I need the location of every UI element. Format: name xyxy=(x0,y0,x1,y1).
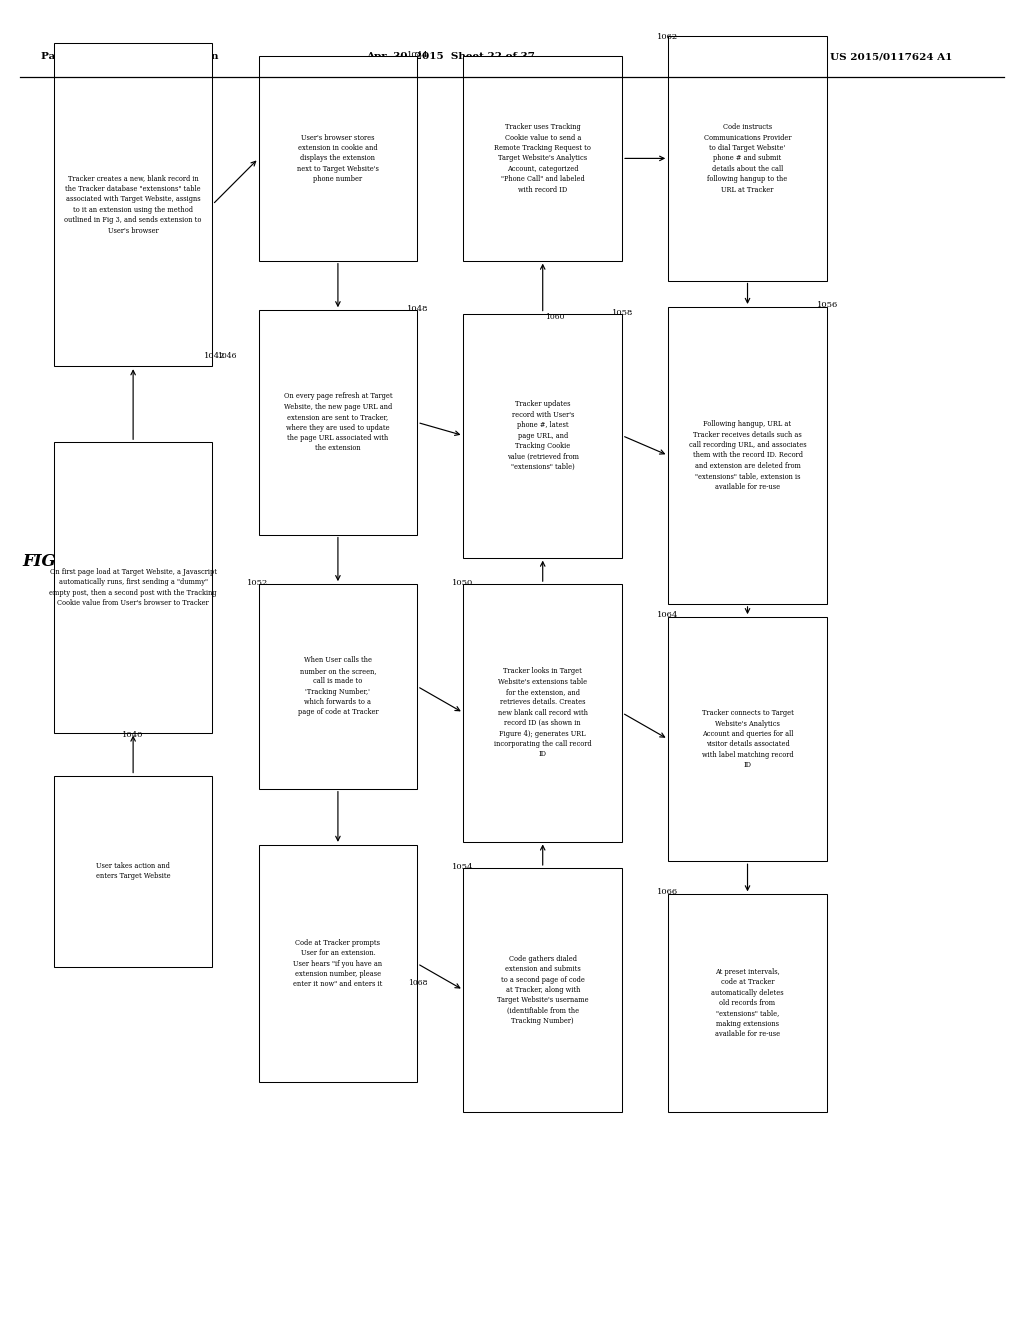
Text: 1042: 1042 xyxy=(205,352,225,360)
Text: At preset intervals,
code at Tracker
automatically deletes
old records from
"ext: At preset intervals, code at Tracker aut… xyxy=(712,968,783,1039)
Text: 1046: 1046 xyxy=(217,352,237,360)
FancyBboxPatch shape xyxy=(668,895,827,1111)
FancyBboxPatch shape xyxy=(463,869,623,1111)
Text: User's browser stores
extension in cookie and
displays the extension
next to Tar: User's browser stores extension in cooki… xyxy=(297,133,379,183)
Text: 1052: 1052 xyxy=(248,579,268,587)
FancyBboxPatch shape xyxy=(668,618,827,861)
Text: 1066: 1066 xyxy=(657,888,678,896)
Text: Patent Application Publication: Patent Application Publication xyxy=(41,53,218,61)
FancyBboxPatch shape xyxy=(258,845,418,1082)
Text: 1054: 1054 xyxy=(453,863,473,871)
Text: When User calls the
number on the screen,
call is made to
'Tracking Number,'
whi: When User calls the number on the screen… xyxy=(298,656,378,717)
Text: 1044: 1044 xyxy=(407,51,429,59)
FancyBboxPatch shape xyxy=(668,37,827,281)
FancyBboxPatch shape xyxy=(668,308,827,605)
Text: 1060: 1060 xyxy=(545,313,564,321)
Text: FIG. 22: FIG. 22 xyxy=(23,553,90,569)
Text: 1058: 1058 xyxy=(612,309,633,317)
Text: Apr. 30, 2015  Sheet 22 of 37: Apr. 30, 2015 Sheet 22 of 37 xyxy=(367,53,535,61)
Text: Tracker uses Tracking
Cookie value to send a
Remote Tracking Request to
Target W: Tracker uses Tracking Cookie value to se… xyxy=(495,123,591,194)
Text: Following hangup, URL at
Tracker receives details such as
call recording URL, an: Following hangup, URL at Tracker receive… xyxy=(689,420,806,491)
Text: Tracker creates a new, blank record in
the Tracker database "extensions" table
a: Tracker creates a new, blank record in t… xyxy=(65,174,202,235)
Text: 1064: 1064 xyxy=(657,611,678,619)
Text: Code gathers dialed
extension and submits
to a second page of code
at Tracker, a: Code gathers dialed extension and submit… xyxy=(497,954,589,1026)
Text: Code instructs
Communications Provider
to dial Target Website'
phone # and submi: Code instructs Communications Provider t… xyxy=(703,123,792,194)
FancyBboxPatch shape xyxy=(54,44,213,367)
Text: Tracker updates
record with User's
phone #, latest
page URL, and
Tracking Cookie: Tracker updates record with User's phone… xyxy=(507,400,579,471)
Text: 1040: 1040 xyxy=(123,731,143,739)
Text: 1062: 1062 xyxy=(657,33,678,41)
Text: 1068: 1068 xyxy=(408,979,428,987)
Text: Tracker looks in Target
Website's extensions table
for the extension, and
retrie: Tracker looks in Target Website's extens… xyxy=(494,667,592,759)
FancyBboxPatch shape xyxy=(258,583,418,789)
FancyBboxPatch shape xyxy=(463,55,623,261)
Text: US 2015/0117624 A1: US 2015/0117624 A1 xyxy=(829,53,952,61)
FancyBboxPatch shape xyxy=(258,55,418,261)
FancyBboxPatch shape xyxy=(463,314,623,557)
Text: 1056: 1056 xyxy=(817,301,838,309)
FancyBboxPatch shape xyxy=(54,776,213,966)
Text: 1048: 1048 xyxy=(408,305,428,313)
Text: Tracker connects to Target
Website's Analytics
Account and queries for all
visit: Tracker connects to Target Website's Ana… xyxy=(701,709,794,770)
Text: On first page load at Target Website, a Javascript
automatically runs, first sen: On first page load at Target Website, a … xyxy=(49,568,217,607)
FancyBboxPatch shape xyxy=(258,310,418,535)
Text: On every page refresh at Target
Website, the new page URL and
extension are sent: On every page refresh at Target Website,… xyxy=(284,392,392,453)
Text: 1050: 1050 xyxy=(453,579,473,587)
Text: User takes action and
enters Target Website: User takes action and enters Target Webs… xyxy=(96,862,170,880)
Text: Code at Tracker prompts
User for an extension.
User hears "if you have an
extens: Code at Tracker prompts User for an exte… xyxy=(293,939,383,989)
FancyBboxPatch shape xyxy=(54,442,213,733)
FancyBboxPatch shape xyxy=(463,583,623,842)
